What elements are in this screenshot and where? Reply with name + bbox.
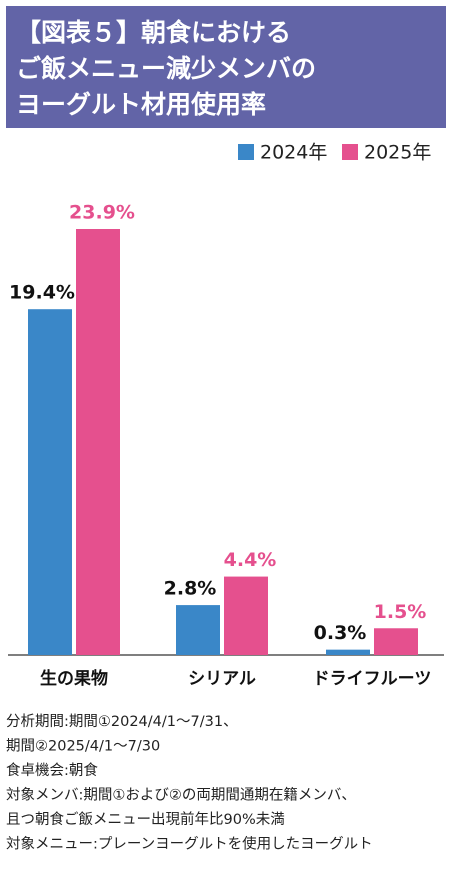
note: 期間②2025/4/1～7/30 (6, 738, 160, 755)
legend-label: 2024年 (260, 142, 327, 164)
bar (76, 229, 120, 655)
value-label: 1.5% (374, 601, 427, 623)
chart-title: 【図表５】朝食における (16, 18, 291, 47)
legend-swatch (342, 144, 358, 160)
note: 且つ朝食ご飯メニュー出現前年比90%未満 (6, 811, 285, 828)
note: 対象メンバ:期間①および②の両期間通期在籍メンバ、 (6, 787, 356, 804)
value-label: 0.3% (314, 622, 367, 644)
bar (224, 576, 268, 655)
value-label: 2.8% (164, 578, 217, 600)
note: 食卓機会:朝食 (6, 762, 98, 779)
legend-swatch (238, 144, 254, 160)
chart-title: ヨーグルト材用使用率 (16, 90, 266, 119)
bar (374, 628, 418, 655)
value-label: 23.9% (69, 202, 135, 224)
legend-label: 2025年 (364, 142, 431, 164)
value-label: 4.4% (224, 549, 277, 571)
x-tick-label: シリアル (188, 669, 256, 689)
bar (176, 605, 220, 655)
title-box (6, 6, 446, 128)
note: 対象メニュー:プレーンヨーグルトを使用したヨーグルト (6, 836, 373, 853)
chart-title: ご飯メニュー減少メンバの (16, 54, 316, 83)
bar (28, 309, 72, 655)
note: 分析期間:期間①2024/4/1～7/31、 (6, 713, 238, 730)
value-label: 19.4% (9, 282, 75, 304)
bar (326, 649, 370, 655)
x-tick-label: ドライフルーツ (313, 669, 432, 689)
x-tick-label: 生の果物 (40, 668, 108, 689)
